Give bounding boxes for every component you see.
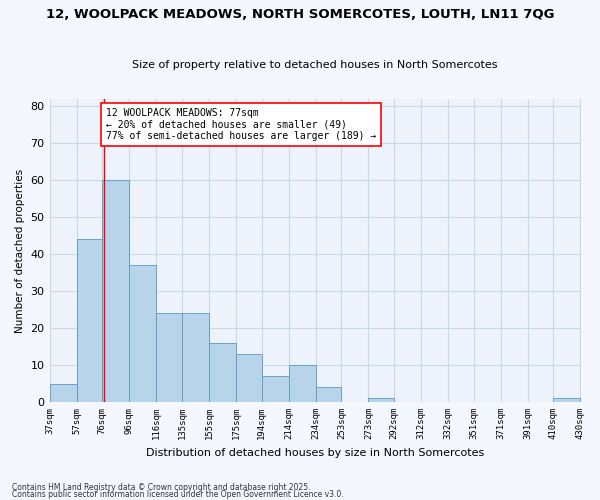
- Bar: [316, 388, 341, 402]
- Text: Contains public sector information licensed under the Open Government Licence v3: Contains public sector information licen…: [12, 490, 344, 499]
- Bar: [129, 266, 156, 402]
- Bar: [156, 314, 182, 402]
- Bar: [262, 376, 289, 402]
- Bar: [289, 365, 316, 402]
- Bar: [209, 343, 236, 402]
- Text: 12, WOOLPACK MEADOWS, NORTH SOMERCOTES, LOUTH, LN11 7QG: 12, WOOLPACK MEADOWS, NORTH SOMERCOTES, …: [46, 8, 554, 20]
- Bar: [368, 398, 394, 402]
- Bar: [182, 314, 209, 402]
- Bar: [77, 240, 102, 402]
- Text: 12 WOOLPACK MEADOWS: 77sqm
← 20% of detached houses are smaller (49)
77% of semi: 12 WOOLPACK MEADOWS: 77sqm ← 20% of deta…: [106, 108, 376, 142]
- Y-axis label: Number of detached properties: Number of detached properties: [15, 168, 25, 332]
- Bar: [236, 354, 262, 402]
- Title: Size of property relative to detached houses in North Somercotes: Size of property relative to detached ho…: [132, 60, 498, 70]
- Bar: [50, 384, 77, 402]
- Bar: [553, 398, 580, 402]
- Bar: [102, 180, 129, 402]
- Text: Contains HM Land Registry data © Crown copyright and database right 2025.: Contains HM Land Registry data © Crown c…: [12, 484, 311, 492]
- X-axis label: Distribution of detached houses by size in North Somercotes: Distribution of detached houses by size …: [146, 448, 484, 458]
